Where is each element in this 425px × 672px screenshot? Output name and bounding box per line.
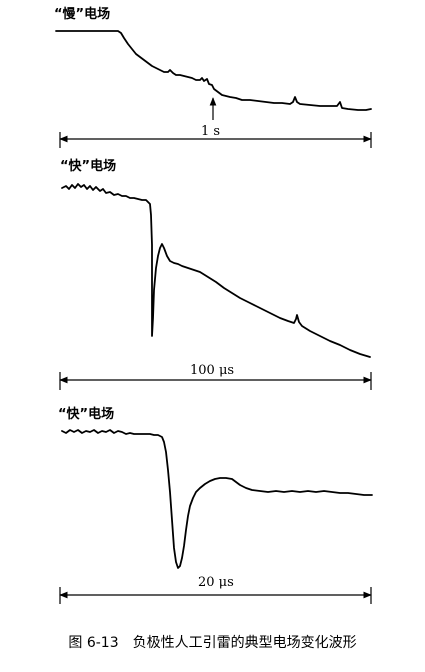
fast-scale-label-1: 100 μs: [188, 363, 237, 378]
fast-scale-label-2: 20 μs: [196, 575, 236, 590]
fast-scale-bar-1: [59, 372, 372, 390]
fast-field-waveform-2: [61, 429, 373, 569]
slow-field-label: “慢”电场: [54, 7, 111, 22]
slow-field-waveform: [55, 30, 372, 111]
fast-field-label-1: “快”电场: [60, 159, 117, 174]
slow-scale-label: 1 s: [199, 124, 223, 139]
fast-scale-bar-2: [59, 587, 372, 604]
fast-field-waveform-1: [61, 183, 371, 358]
slow-scale-bar: [59, 132, 372, 148]
figure-caption: 图 6-13 负极性人工引雷的典型电场变化波形: [68, 635, 357, 651]
fast-field-label-2: “快”电场: [58, 407, 115, 422]
